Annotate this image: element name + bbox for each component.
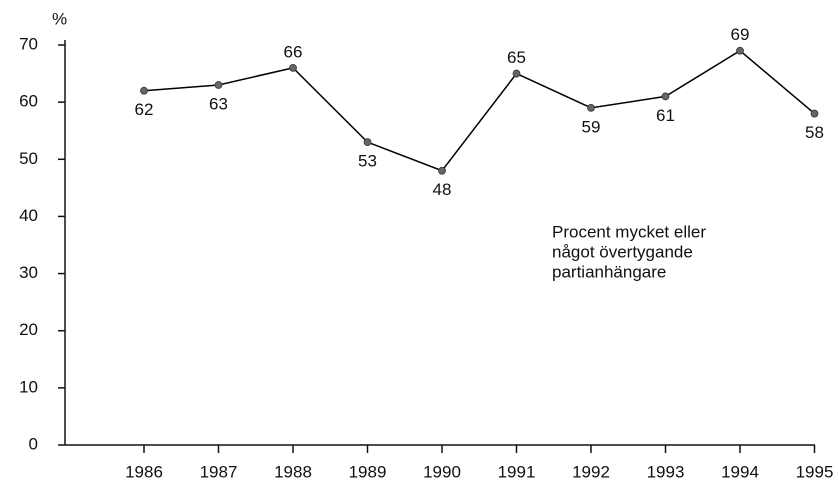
y-tick-label: 30 — [19, 263, 38, 282]
annotation: partianhängare — [552, 262, 666, 281]
y-tick-label: 70 — [19, 34, 38, 53]
x-tick-label: 1990 — [423, 462, 461, 481]
point — [810, 109, 819, 118]
data-label: 59 — [582, 117, 601, 136]
data-label: 62 — [135, 100, 154, 119]
y-tick-label: 0 — [29, 434, 38, 453]
x-tick-label: 1987 — [200, 462, 238, 481]
data-label: 53 — [358, 152, 377, 171]
line — [143, 49, 815, 172]
x-tick-label: 1991 — [498, 462, 536, 481]
y-axis-label: % — [52, 9, 67, 28]
x-tick-label: 1988 — [274, 462, 312, 481]
x-tick-label: 1994 — [721, 462, 759, 481]
annotation: något övertygande — [552, 242, 693, 261]
annotation: Procent mycket eller — [552, 222, 706, 241]
y-tick-label: 20 — [19, 320, 38, 339]
y-tick-label: 50 — [19, 149, 38, 168]
y-tick-label: 60 — [19, 92, 38, 111]
point — [736, 46, 744, 55]
data-label: 58 — [805, 123, 824, 142]
point — [363, 138, 372, 147]
x-tick-label: 1992 — [572, 462, 610, 481]
x-tick-label: 1989 — [349, 462, 387, 481]
point — [587, 103, 595, 112]
point — [214, 81, 223, 89]
data-label: 63 — [209, 94, 228, 113]
point — [289, 63, 297, 72]
data-label: 61 — [656, 106, 675, 125]
data-label: 66 — [284, 42, 303, 61]
data-label: 48 — [433, 180, 452, 199]
x-tick-label: 1993 — [647, 462, 685, 481]
x-tick-label: 1995 — [796, 462, 834, 481]
point — [438, 166, 446, 175]
data-label: 65 — [507, 48, 526, 67]
x-tick-label: 1986 — [125, 462, 163, 481]
point — [661, 92, 670, 101]
point — [512, 69, 521, 78]
data-label: 69 — [731, 25, 750, 44]
y-tick-label: 40 — [19, 206, 38, 225]
y-tick-label: 10 — [19, 377, 38, 396]
point — [140, 86, 148, 95]
